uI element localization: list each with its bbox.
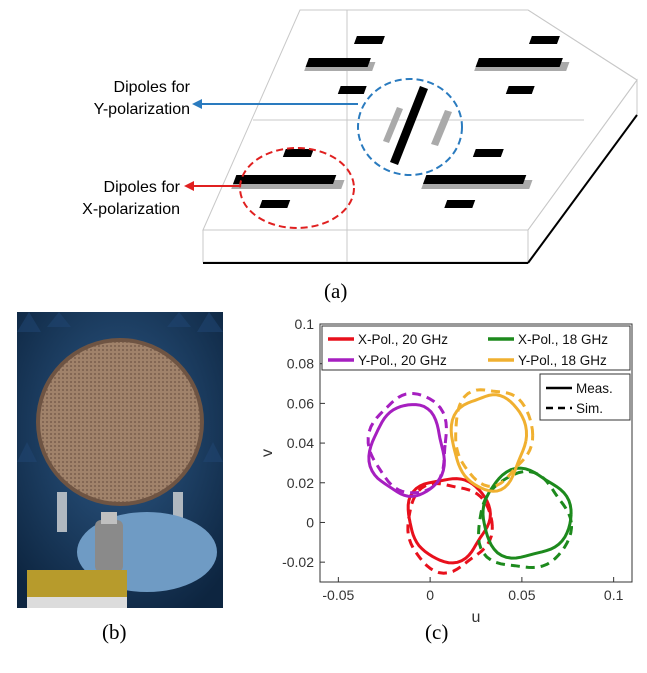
y-tick-label: 0.02 — [287, 475, 314, 491]
style-legend-box — [539, 373, 631, 421]
support-strut-right — [173, 492, 183, 532]
dipole-group-bottom-right — [421, 149, 533, 208]
antenna-photo — [17, 312, 223, 608]
feed-mount-board — [27, 570, 127, 600]
dipole-group-top-left — [304, 36, 385, 94]
label-x-line2: X-polarization — [82, 201, 180, 218]
style-legend-label: Meas. — [576, 381, 613, 396]
x-tick-label: 0.1 — [604, 587, 624, 603]
series-curve-sim — [477, 469, 574, 570]
uv-plane-chart: -0.05 0 0.05 0.1 0.1 0.08 0.06 0.04 0.02 0 -0.02 u v… — [259, 316, 633, 626]
dipole-group-top-right — [474, 36, 570, 94]
dipole-group-bottom-left — [231, 149, 345, 208]
dipole-group-center-y — [383, 86, 452, 165]
caption-b: (b) — [102, 620, 127, 644]
support-strut-left — [57, 492, 67, 532]
legend-entry-label: X-Pol., 20 GHz — [358, 332, 448, 347]
legend-entry-label: Y-Pol., 18 GHz — [518, 353, 607, 368]
y-tick-label: 0.04 — [287, 435, 314, 451]
label-y-line1: Dipoles for — [114, 79, 191, 96]
y-callout-arrow — [192, 99, 358, 109]
unit-cell-diagram: Dipoles for Y-polarization Dipoles for X… — [82, 9, 638, 264]
x-callout-arrow — [184, 181, 240, 191]
x-axis-label: u — [472, 609, 481, 626]
series-curve-meas — [449, 393, 529, 493]
series-curve-sim — [366, 391, 448, 495]
legend-entry-label: Y-Pol., 20 GHz — [358, 353, 447, 368]
y-axis-label: v — [259, 449, 276, 457]
caption-c: (c) — [425, 620, 449, 644]
y-tick-label: 0.06 — [287, 395, 314, 411]
y-tick-label: 0 — [306, 514, 314, 530]
series-curve-sim — [454, 388, 535, 488]
legend-box — [321, 325, 631, 371]
style-legend-label: Sim. — [576, 401, 603, 416]
x-tick-label: -0.05 — [322, 587, 354, 603]
feed-mount-base — [27, 597, 127, 608]
feed-horn — [95, 520, 123, 572]
caption-a: (a) — [324, 279, 348, 303]
x-tick-label: 0.05 — [508, 587, 535, 603]
label-x-line1: Dipoles for — [104, 179, 181, 196]
y-tick-label: -0.02 — [282, 554, 314, 570]
y-tick-label: 0.1 — [295, 316, 315, 332]
series-curve-sim — [406, 481, 494, 575]
y-tick-label: 0.08 — [287, 356, 314, 372]
substrate-slab — [202, 9, 638, 264]
legend-entry-label: X-Pol., 18 GHz — [518, 332, 608, 347]
slab-edge-right — [527, 114, 638, 264]
feed-horn-top — [101, 512, 117, 524]
label-y-line2: Y-polarization — [94, 101, 190, 118]
absorber-cones — [17, 312, 223, 462]
reflectarray-surface — [40, 342, 200, 502]
x-callout-ellipse — [239, 147, 355, 229]
y-callout-ellipse — [357, 78, 463, 176]
x-tick-label: 0 — [426, 587, 434, 603]
